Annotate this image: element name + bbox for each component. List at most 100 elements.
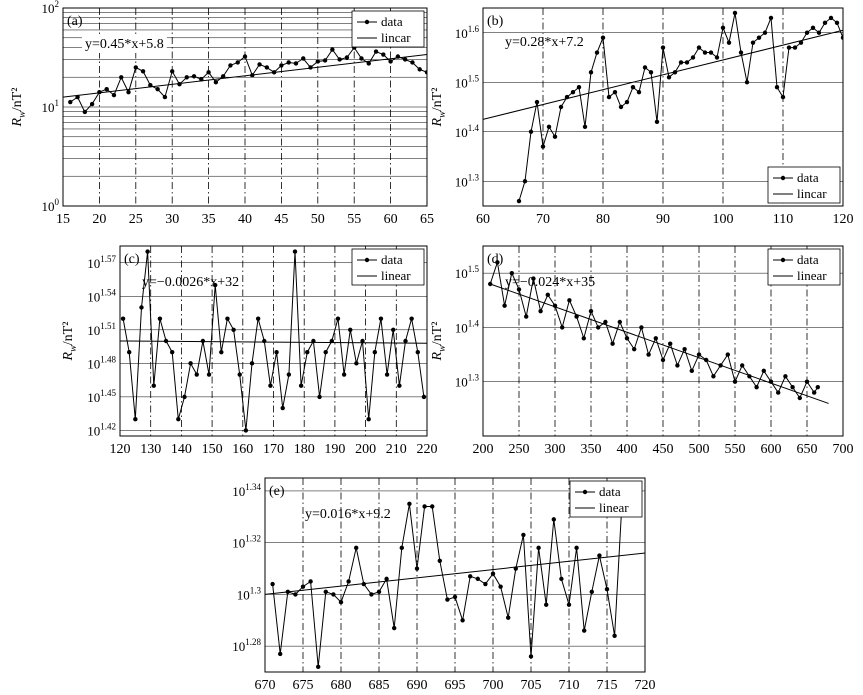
y-axis-label: Rw/nT² bbox=[10, 88, 28, 128]
fit-line bbox=[264, 552, 646, 595]
x-tick-label: 700 bbox=[833, 442, 854, 457]
y-tick-label-exponent: 1.4 bbox=[468, 318, 480, 328]
x-tick-label: 25 bbox=[129, 212, 143, 227]
y-tick-label-exponent: 1.34 bbox=[245, 482, 261, 492]
data-point bbox=[409, 316, 414, 321]
data-point bbox=[293, 61, 299, 66]
data-point bbox=[191, 74, 197, 79]
data-point bbox=[797, 395, 802, 401]
data-point bbox=[678, 60, 684, 65]
data-point bbox=[139, 305, 144, 310]
y-axis-label: Rw/nT² bbox=[430, 88, 448, 128]
y-tick-label-exponent: 1.5 bbox=[468, 264, 480, 274]
legend-data-marker bbox=[364, 19, 370, 25]
data-point bbox=[690, 55, 696, 60]
data-point bbox=[812, 390, 817, 395]
y-axis-label: Rw/nT² bbox=[430, 322, 448, 362]
data-point bbox=[744, 80, 750, 85]
data-point bbox=[509, 270, 514, 276]
data-point bbox=[768, 15, 774, 21]
data-point bbox=[582, 628, 587, 633]
y-tick-label-base: 10 bbox=[455, 26, 468, 41]
data-point bbox=[337, 57, 342, 62]
data-point bbox=[300, 584, 306, 589]
x-tick-label: 40 bbox=[238, 212, 252, 227]
data-point bbox=[551, 517, 556, 522]
data-series bbox=[516, 10, 843, 204]
x-tick-label: 140 bbox=[171, 442, 192, 457]
data-point bbox=[490, 571, 496, 576]
y-tick-label-base: 10 bbox=[237, 587, 250, 602]
data-point bbox=[660, 357, 666, 363]
data-point bbox=[540, 144, 546, 149]
data-point bbox=[341, 372, 347, 377]
y-tick-label-base: 10 bbox=[42, 1, 55, 16]
fit-line bbox=[490, 283, 829, 404]
data-point bbox=[740, 363, 745, 368]
data-point bbox=[301, 56, 306, 61]
data-point bbox=[790, 384, 795, 390]
data-point bbox=[536, 545, 541, 551]
y-tick-label-base: 10 bbox=[455, 266, 468, 281]
data-point bbox=[292, 249, 298, 254]
data-point bbox=[475, 576, 480, 582]
data-point bbox=[298, 383, 304, 388]
y-tick-label-base: 10 bbox=[42, 199, 55, 214]
y-tick-label-exponent: 2 bbox=[55, 0, 60, 9]
y-tick-label: 101.5 bbox=[455, 264, 480, 281]
data-point bbox=[612, 89, 618, 95]
data-point bbox=[780, 94, 786, 100]
chart-panel-e: 670 675 680 685 690 695 700 705 710 715 720101.281… bbox=[232, 477, 656, 693]
chart-panel-d: 200 250 300 350 400 450 500 550 600 650 700101.310… bbox=[430, 245, 854, 457]
data-point bbox=[786, 45, 792, 50]
y-tick-label-base: 10 bbox=[232, 639, 245, 654]
data-point bbox=[570, 89, 576, 95]
data-point bbox=[567, 298, 572, 303]
y-tick-label-base: 10 bbox=[87, 323, 100, 338]
x-tick-label: 220 bbox=[417, 442, 438, 457]
data-point bbox=[372, 349, 378, 355]
y-tick-label-exponent: 1.54 bbox=[100, 287, 116, 297]
data-point bbox=[445, 597, 450, 602]
data-point bbox=[366, 61, 371, 66]
data-point bbox=[354, 545, 359, 551]
data-point bbox=[604, 587, 610, 592]
x-tick-label: 60 bbox=[384, 212, 398, 227]
y-tick-label-base: 10 bbox=[455, 75, 468, 90]
data-point bbox=[255, 316, 261, 321]
data-point bbox=[373, 49, 379, 54]
data-point bbox=[528, 654, 534, 659]
data-point bbox=[243, 428, 249, 433]
data-point bbox=[392, 625, 397, 631]
y-tick-label: 101.4 bbox=[455, 123, 480, 140]
data-point bbox=[708, 50, 714, 55]
data-point bbox=[133, 417, 138, 422]
x-tick-label: 65 bbox=[420, 212, 434, 227]
data-point bbox=[483, 581, 488, 587]
data-point bbox=[395, 54, 401, 59]
x-tick-label: 550 bbox=[725, 442, 746, 457]
data-point bbox=[528, 129, 534, 134]
data-point bbox=[317, 394, 322, 400]
x-tick-label: 100 bbox=[713, 212, 734, 227]
data-point bbox=[199, 77, 204, 82]
chart-panel-b: 60 70 80 90 100 110 120101.3101.4101.5101.6Rw/… bbox=[430, 7, 854, 227]
y-tick-label-exponent: 1.3 bbox=[468, 172, 480, 182]
y-axis-label-sub: w bbox=[68, 345, 79, 352]
data-point bbox=[559, 576, 564, 582]
x-tick-label: 210 bbox=[386, 442, 407, 457]
data-point bbox=[170, 69, 175, 74]
data-point bbox=[596, 325, 601, 330]
data-point bbox=[257, 62, 262, 67]
data-point bbox=[285, 589, 290, 595]
data-point bbox=[305, 349, 310, 355]
y-tick-label-base: 10 bbox=[87, 356, 100, 371]
legend-data-marker bbox=[364, 257, 370, 263]
data-point bbox=[684, 60, 690, 65]
data-point bbox=[194, 372, 199, 377]
legend-fit-label: linear bbox=[381, 268, 411, 283]
x-tick-label: 690 bbox=[407, 678, 428, 693]
data-point bbox=[822, 20, 828, 26]
legend-fit-label: lincar bbox=[381, 30, 411, 45]
data-point bbox=[169, 349, 175, 355]
